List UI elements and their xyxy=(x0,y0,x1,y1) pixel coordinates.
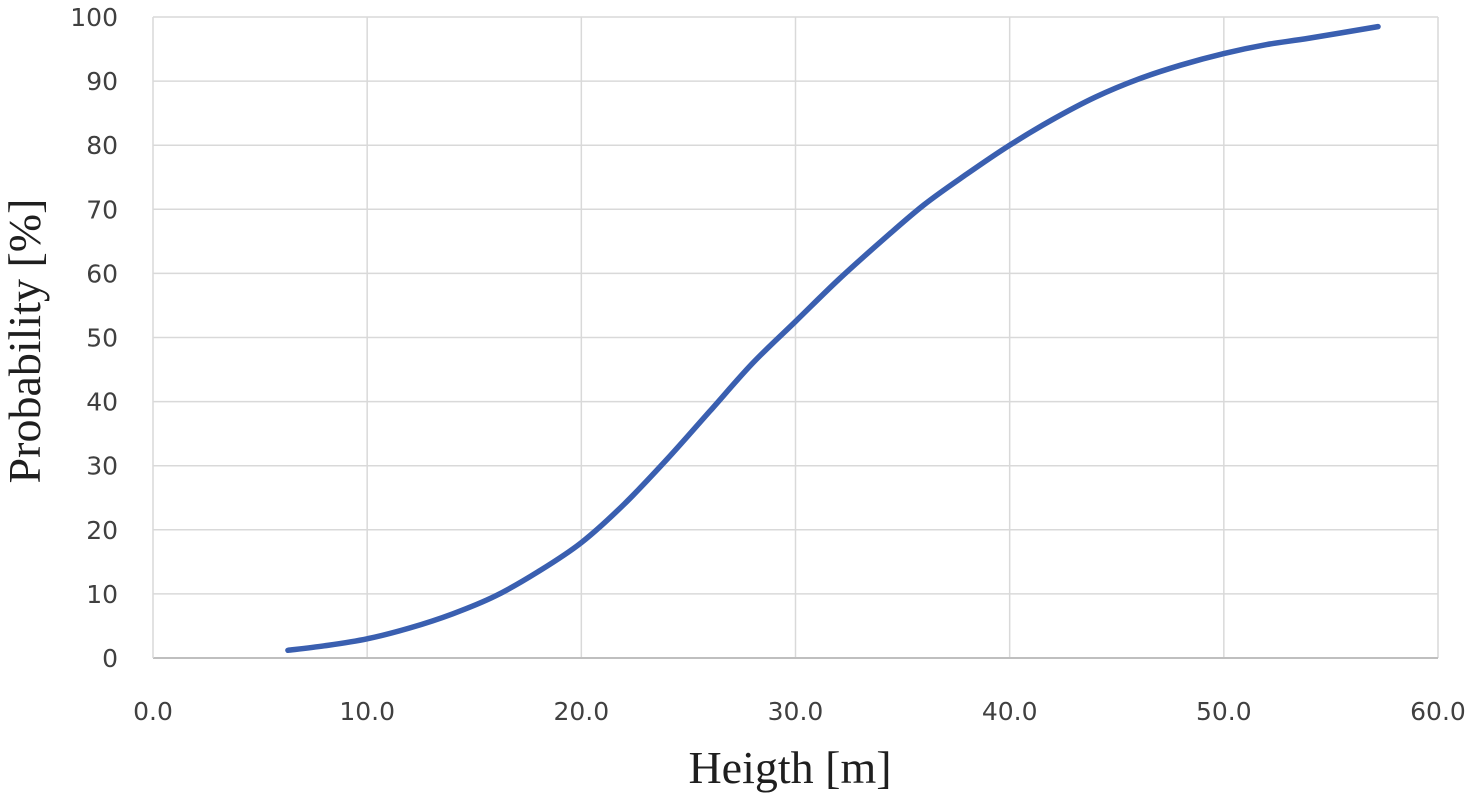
x-tick-label: 30.0 xyxy=(768,697,824,726)
y-tick-label: 20 xyxy=(86,516,118,545)
y-tick-label: 10 xyxy=(86,580,118,609)
y-axis-ticks: 0 10 20 30 40 50 60 70 80 90 100 xyxy=(70,3,118,673)
x-tick-label: 10.0 xyxy=(339,697,395,726)
y-axis-title: Probability [%] xyxy=(0,199,50,484)
y-tick-label: 60 xyxy=(86,259,118,288)
y-tick-label: 50 xyxy=(86,324,118,353)
x-tick-label: 20.0 xyxy=(553,697,609,726)
x-tick-label: 40.0 xyxy=(982,697,1038,726)
y-tick-label: 100 xyxy=(70,3,118,32)
x-tick-label: 0.0 xyxy=(133,697,173,726)
x-tick-label: 50.0 xyxy=(1196,697,1252,726)
y-tick-label: 80 xyxy=(86,131,118,160)
series-layer xyxy=(285,23,1381,654)
y-tick-label: 30 xyxy=(86,452,118,481)
x-axis-title: Heigth [m] xyxy=(688,742,891,793)
y-tick-label: 40 xyxy=(86,388,118,417)
series-line xyxy=(285,23,1381,654)
x-tick-label: 60.0 xyxy=(1410,697,1466,726)
y-tick-label: 0 xyxy=(102,644,118,673)
y-tick-label: 90 xyxy=(86,67,118,96)
x-axis-ticks: 0.0 10.0 20.0 30.0 40.0 50.0 60.0 xyxy=(133,697,1466,726)
axes xyxy=(152,17,1438,659)
y-tick-label: 70 xyxy=(86,195,118,224)
gridlines xyxy=(153,16,1439,658)
